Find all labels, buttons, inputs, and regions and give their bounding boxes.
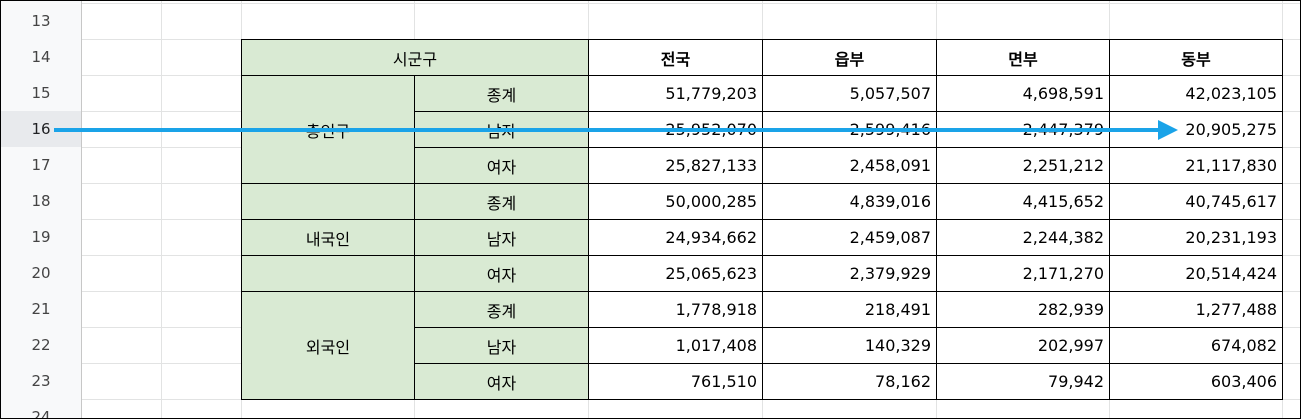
data-cell[interactable]: 2,171,270 bbox=[936, 255, 1110, 292]
group-label-cell[interactable] bbox=[241, 255, 415, 292]
data-cell[interactable]: 51,779,203 bbox=[588, 75, 763, 112]
row-number[interactable]: 19 bbox=[31, 228, 51, 246]
data-cell[interactable]: 140,329 bbox=[762, 327, 937, 364]
data-cell[interactable]: 1,778,918 bbox=[588, 291, 763, 328]
sub-label[interactable]: 종계 bbox=[414, 75, 589, 112]
data-cell[interactable]: 2,251,212 bbox=[936, 147, 1110, 184]
group-label[interactable]: 외국인 bbox=[241, 291, 415, 400]
data-cell[interactable]: 603,406 bbox=[1109, 363, 1283, 400]
table-corner-header[interactable]: 시군구 bbox=[241, 39, 589, 76]
data-cell[interactable]: 2,459,087 bbox=[762, 219, 937, 256]
data-cell[interactable]: 20,905,275 bbox=[1109, 111, 1283, 148]
data-cell[interactable]: 5,057,507 bbox=[762, 75, 937, 112]
data-cell[interactable]: 25,827,133 bbox=[588, 147, 763, 184]
data-cell[interactable]: 1,017,408 bbox=[588, 327, 763, 364]
data-cell[interactable]: 2,379,929 bbox=[762, 255, 937, 292]
column-header[interactable]: 읍부 bbox=[762, 39, 937, 76]
sub-label[interactable]: 여자 bbox=[414, 147, 589, 184]
data-cell[interactable]: 4,698,591 bbox=[936, 75, 1110, 112]
sub-label[interactable]: 종계 bbox=[414, 291, 589, 328]
data-cell[interactable]: 4,839,016 bbox=[762, 183, 937, 220]
row-number[interactable]: 22 bbox=[31, 336, 51, 354]
group-label[interactable]: 총인구 bbox=[241, 75, 415, 184]
data-cell[interactable]: 761,510 bbox=[588, 363, 763, 400]
data-cell[interactable]: 20,514,424 bbox=[1109, 255, 1283, 292]
row-number[interactable]: 20 bbox=[31, 264, 51, 282]
row-number[interactable]: 13 bbox=[31, 12, 51, 30]
data-cell[interactable]: 21,117,830 bbox=[1109, 147, 1283, 184]
data-cell[interactable]: 2,244,382 bbox=[936, 219, 1110, 256]
sub-label[interactable]: 남자 bbox=[414, 219, 589, 256]
data-cell[interactable]: 2,599,416 bbox=[762, 111, 937, 148]
sub-label[interactable]: 남자 bbox=[414, 327, 589, 364]
data-cell[interactable]: 2,458,091 bbox=[762, 147, 937, 184]
data-cell[interactable]: 25,952,070 bbox=[588, 111, 763, 148]
data-cell[interactable]: 202,997 bbox=[936, 327, 1110, 364]
sub-label[interactable]: 여자 bbox=[414, 363, 589, 400]
column-header[interactable]: 면부 bbox=[936, 39, 1110, 76]
data-cell[interactable]: 4,415,652 bbox=[936, 183, 1110, 220]
data-cell[interactable]: 50,000,285 bbox=[588, 183, 763, 220]
row-header-column: 13 14 15 16 17 18 19 20 21 22 23 24 bbox=[1, 1, 82, 419]
row-number[interactable]: 16 bbox=[1, 111, 81, 147]
data-cell[interactable]: 674,082 bbox=[1109, 327, 1283, 364]
data-cell[interactable]: 2,447,379 bbox=[936, 111, 1110, 148]
row-number[interactable]: 24 bbox=[31, 408, 51, 419]
grid-column-line bbox=[161, 1, 162, 418]
data-cell[interactable]: 42,023,105 bbox=[1109, 75, 1283, 112]
data-cell[interactable]: 40,745,617 bbox=[1109, 183, 1283, 220]
group-label[interactable]: 내국인 bbox=[241, 219, 415, 256]
sub-label[interactable]: 종계 bbox=[414, 183, 589, 220]
sub-label[interactable]: 남자 bbox=[414, 111, 589, 148]
data-cell[interactable]: 1,277,488 bbox=[1109, 291, 1283, 328]
grid-row-line bbox=[1, 3, 1300, 4]
data-cell[interactable]: 25,065,623 bbox=[588, 255, 763, 292]
sub-label[interactable]: 여자 bbox=[414, 255, 589, 292]
data-cell[interactable]: 20,231,193 bbox=[1109, 219, 1283, 256]
row-number[interactable]: 18 bbox=[31, 192, 51, 210]
row-number[interactable]: 14 bbox=[31, 48, 51, 66]
data-cell[interactable]: 24,934,662 bbox=[588, 219, 763, 256]
row-number[interactable]: 23 bbox=[31, 372, 51, 390]
row-number[interactable]: 17 bbox=[31, 156, 51, 174]
column-header[interactable]: 전국 bbox=[588, 39, 763, 76]
column-header[interactable]: 동부 bbox=[1109, 39, 1283, 76]
data-cell[interactable]: 79,942 bbox=[936, 363, 1110, 400]
data-cell[interactable]: 78,162 bbox=[762, 363, 937, 400]
group-label-cell[interactable] bbox=[241, 183, 415, 220]
row-number[interactable]: 15 bbox=[31, 84, 51, 102]
data-cell[interactable]: 218,491 bbox=[762, 291, 937, 328]
data-cell[interactable]: 282,939 bbox=[936, 291, 1110, 328]
row-number[interactable]: 21 bbox=[31, 300, 51, 318]
